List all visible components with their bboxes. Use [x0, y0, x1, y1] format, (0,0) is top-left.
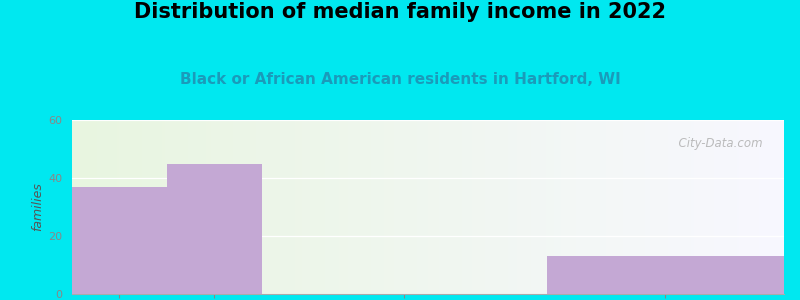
- Bar: [167, 164, 262, 294]
- Y-axis label: families: families: [31, 183, 44, 231]
- Text: Black or African American residents in Hartford, WI: Black or African American residents in H…: [180, 72, 620, 87]
- Text: Distribution of median family income in 2022: Distribution of median family income in …: [134, 2, 666, 22]
- Bar: [72, 187, 167, 294]
- Bar: [546, 256, 784, 294]
- Text: City-Data.com: City-Data.com: [671, 137, 762, 150]
